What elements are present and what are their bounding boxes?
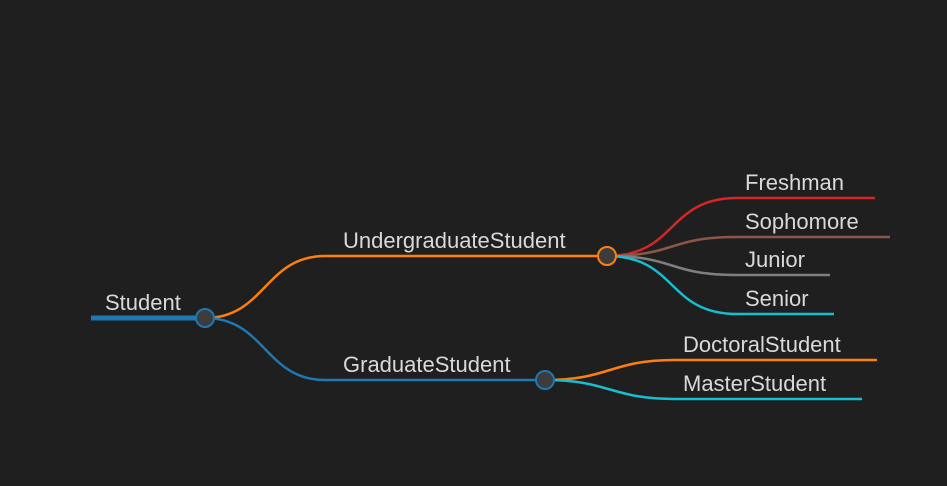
node-junior-label: Junior — [745, 247, 805, 272]
node-undergraduate-label: UndergraduateStudent — [343, 228, 566, 253]
node-master-label: MasterStudent — [683, 371, 826, 396]
node-sophomore[interactable]: Sophomore — [737, 209, 890, 239]
undergraduate-collapse-toggle[interactable] — [597, 246, 617, 266]
node-doctoral-label: DoctoralStudent — [683, 332, 841, 357]
link-student-graduate — [203, 316, 327, 382]
student-collapse-toggle[interactable] — [195, 308, 215, 328]
node-senior-label: Senior — [745, 286, 809, 311]
link-undergraduate-junior — [605, 254, 739, 277]
node-freshman-label: Freshman — [745, 170, 844, 195]
node-student[interactable]: Student — [91, 290, 205, 321]
node-graduate-student[interactable]: GraduateStudent — [325, 352, 545, 382]
link-graduate-master — [543, 378, 677, 401]
node-freshman[interactable]: Freshman — [737, 170, 875, 200]
node-graduate-label: GraduateStudent — [343, 352, 511, 377]
node-senior[interactable]: Senior — [737, 286, 834, 316]
node-undergraduate-student[interactable]: UndergraduateStudent — [325, 228, 607, 258]
node-sophomore-label: Sophomore — [745, 209, 859, 234]
node-master-student[interactable]: MasterStudent — [675, 371, 862, 401]
node-doctoral-student[interactable]: DoctoralStudent — [675, 332, 877, 362]
link-undergraduate-senior — [605, 254, 739, 316]
node-student-label: Student — [105, 290, 181, 315]
link-graduate-doctoral — [543, 358, 677, 382]
link-undergraduate-freshman — [605, 196, 739, 258]
graduate-collapse-toggle[interactable] — [535, 370, 555, 390]
node-junior[interactable]: Junior — [737, 247, 830, 277]
link-undergraduate-sophomore — [605, 235, 739, 258]
link-student-undergraduate — [203, 254, 327, 320]
